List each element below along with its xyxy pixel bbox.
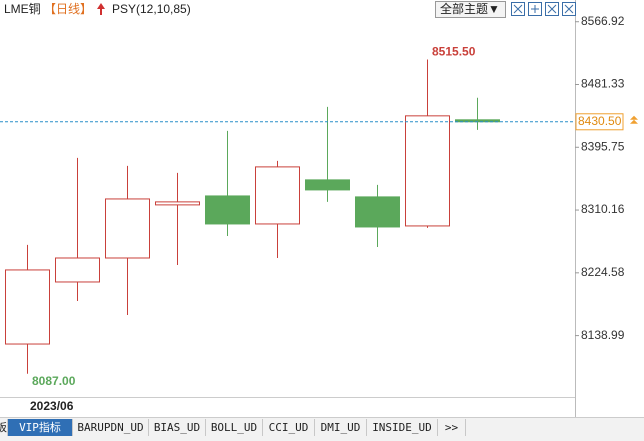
tab[interactable]: VIP指标 (8, 419, 73, 436)
period: 【日线】 (44, 2, 92, 16)
y-tick-label: 8395.75 (581, 139, 625, 153)
theme-button[interactable] (435, 1, 506, 18)
last-price-box (575, 113, 624, 131)
tab[interactable]: BARUPDN_UD (73, 419, 149, 436)
candle-body (155, 201, 200, 206)
last-price-marker (630, 115, 638, 124)
candle-body (255, 166, 300, 225)
icon (513, 4, 523, 14)
tool-grid[interactable] (528, 2, 542, 16)
candle-body (105, 198, 150, 259)
icon (547, 4, 557, 14)
y-tick-label: 8481.33 (581, 77, 625, 91)
last-price-label: 8430.50 (578, 114, 622, 128)
symbol: LME铜 (4, 1, 41, 16)
candle-body (205, 195, 250, 225)
y-tick-label: 8566.92 (581, 14, 625, 28)
toolbar (511, 2, 576, 16)
low-annotation: 8087.00 (32, 374, 76, 388)
tab[interactable]: INSIDE_UD (367, 419, 438, 436)
high-annotation: 8515.50 (432, 45, 476, 59)
tab-bar: 板VIP指标BARUPDN_UDBIAS_UDBOLL_UDCCI_UDDMI_… (0, 418, 644, 441)
tab[interactable]: >> (438, 419, 466, 436)
candle-body (405, 115, 450, 227)
x-tick-label: 2023/06 (30, 399, 74, 413)
indicator-icon (97, 3, 105, 15)
y-tick-label: 8224.58 (581, 265, 625, 279)
tab[interactable]: BOLL_UD (206, 419, 263, 436)
indicator: PSY(12,10,85) (112, 2, 191, 16)
candle-body (5, 269, 50, 345)
tool-scroll[interactable] (545, 2, 559, 16)
tool-close[interactable] (562, 2, 576, 16)
tool-zoom[interactable] (511, 2, 525, 16)
icon (564, 4, 574, 14)
icon (531, 5, 539, 13)
candle-body (355, 196, 400, 228)
y-tick-label: 8138.99 (581, 328, 625, 342)
candle-body (305, 179, 350, 191)
y-tick-label: 8310.16 (581, 202, 625, 216)
candle-body (55, 257, 100, 283)
tab[interactable]: 板 (0, 419, 8, 436)
tab[interactable]: BIAS_UD (149, 419, 206, 436)
tab[interactable]: CCI_UD (263, 419, 315, 436)
tab[interactable]: DMI_UD (315, 419, 367, 436)
theme-button-label[interactable]: 全部主题▼ (440, 1, 500, 16)
